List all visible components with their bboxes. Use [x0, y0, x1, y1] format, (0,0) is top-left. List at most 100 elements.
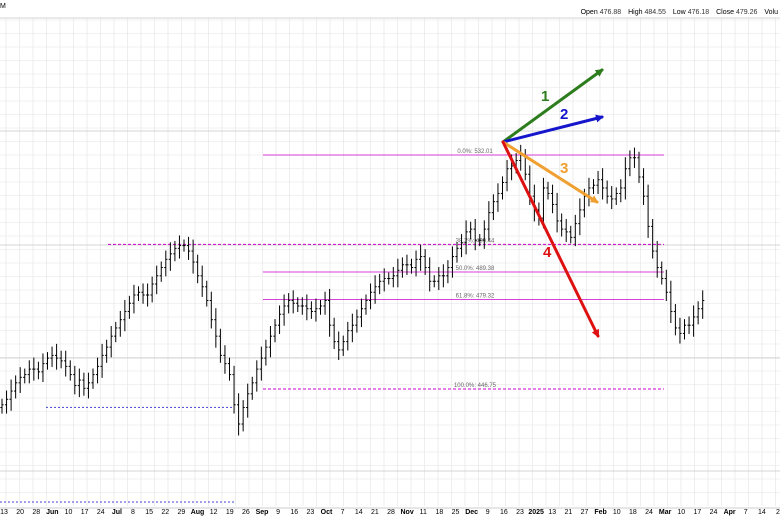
ohlc-bar	[610, 186, 614, 210]
ohlc-bar	[409, 258, 414, 274]
close-value: 479.26	[736, 9, 758, 16]
x-tick-label: 10	[677, 509, 685, 516]
x-tick-label: 21	[564, 509, 572, 516]
ohlc-bar	[232, 365, 236, 414]
ohlc-bar	[223, 345, 227, 374]
ohlc-bar	[287, 293, 291, 314]
ohlc-bar	[573, 214, 577, 247]
ohlc-bar	[86, 372, 91, 399]
ohlc-bar	[623, 157, 627, 200]
x-tick-label: Apr	[724, 509, 736, 516]
x-tick-label: 13	[0, 509, 8, 516]
x-tick-label: 7	[744, 509, 748, 516]
x-tick-label: 13	[548, 509, 556, 516]
x-tick-label: 28	[32, 509, 40, 516]
ohlc-bar	[464, 220, 468, 255]
ohlc-bar	[259, 346, 263, 381]
fib-level-label: 50.0%: 489.38	[456, 266, 495, 272]
ohlc-bar	[186, 236, 191, 260]
x-tick-label: 18	[435, 509, 443, 516]
ohlc-bar	[469, 221, 473, 240]
ohlc-bar	[214, 308, 218, 348]
ohlc-bar	[277, 305, 282, 334]
x-tick-label: 28	[387, 509, 395, 516]
chart-corner-label: M	[0, 3, 6, 10]
ohlc-bar	[391, 267, 395, 288]
high-label: High	[628, 9, 643, 16]
ohlc-bar	[564, 218, 568, 243]
ohlc-bar	[296, 297, 300, 313]
ohlc-bar	[687, 316, 691, 334]
ohlc-bar	[660, 261, 664, 285]
ohlc-bar	[432, 275, 436, 288]
ohlc-bar	[55, 343, 59, 370]
ohlc-bar	[632, 147, 637, 168]
x-tick-label: 2	[776, 509, 780, 516]
ohlc-bar	[505, 159, 509, 192]
x-tick-label: 11	[420, 509, 427, 516]
ohlc-bar	[450, 246, 455, 278]
ohlc-bar	[309, 301, 313, 319]
ohlc-bar	[241, 400, 245, 432]
ohlc-bar	[246, 383, 250, 418]
x-tick-label: Feb	[594, 509, 606, 516]
ohlc-bar	[555, 192, 559, 233]
scenario-arrow-line	[501, 140, 599, 204]
x-tick-label: 14	[355, 509, 363, 516]
ohlc-bar	[200, 265, 204, 297]
ohlc-bar	[9, 379, 13, 411]
ohlc-readout: Open 476.88 High 484.55 Low 476.18 Close 479…	[576, 9, 778, 16]
ohlc-bar	[614, 187, 618, 205]
ohlc-bar	[364, 294, 368, 315]
x-tick-label: 15	[145, 509, 153, 516]
ohlc-bar	[405, 254, 409, 275]
ohlc-bar	[396, 258, 400, 288]
ohlc-bar	[123, 299, 127, 332]
x-tick-label: 17	[693, 509, 701, 516]
x-tick-label: 29	[177, 509, 185, 516]
ohlc-bar	[455, 242, 459, 263]
ohlc-bar	[305, 294, 309, 321]
price-bars	[0, 144, 705, 436]
ohlc-bar	[619, 179, 623, 203]
ohlc-bar	[646, 184, 650, 238]
ohlc-bar	[146, 283, 150, 307]
ohlc-bar	[350, 313, 354, 343]
x-tick-label: 16	[290, 509, 298, 516]
ohlc-bar	[95, 357, 100, 384]
ohlc-bar	[368, 283, 373, 310]
ohlc-bar	[273, 319, 277, 343]
ohlc-bar	[150, 276, 154, 303]
ohlc-bar	[218, 328, 222, 363]
ohlc-bar	[318, 299, 323, 315]
ohlc-bar	[50, 346, 54, 367]
ohlc-bar	[109, 326, 113, 358]
ohlc-bar	[337, 331, 341, 361]
ohlc-bar	[473, 218, 477, 251]
ohlc-bar	[196, 254, 200, 284]
scenario-arrow-2: 2	[501, 106, 604, 144]
open-value: 476.88	[599, 9, 622, 16]
ohlc-bar	[227, 357, 232, 381]
x-tick-label: 8	[131, 509, 135, 516]
ohlc-bar	[32, 357, 36, 381]
ohlc-bar	[696, 301, 700, 325]
x-tick-label: 12	[210, 509, 218, 516]
ohlc-bar	[569, 225, 573, 244]
ohlc-bar	[173, 240, 177, 262]
scenario-arrow-4: 4	[501, 140, 600, 338]
x-tick-label: 17	[81, 509, 89, 516]
ohlc-bar	[0, 398, 4, 414]
fib-level-label: 61.8%: 479.32	[456, 294, 495, 300]
ohlc-bar	[519, 144, 523, 171]
ohlc-bar	[541, 177, 546, 229]
ohlc-bar	[550, 184, 555, 214]
ohlc-bar	[678, 317, 682, 344]
ohlc-bar	[400, 257, 404, 278]
ohlc-bar	[127, 295, 131, 319]
ohlc-bar	[4, 390, 9, 414]
high-value: 484.55	[644, 9, 666, 16]
x-tick-label: 21	[371, 509, 379, 516]
